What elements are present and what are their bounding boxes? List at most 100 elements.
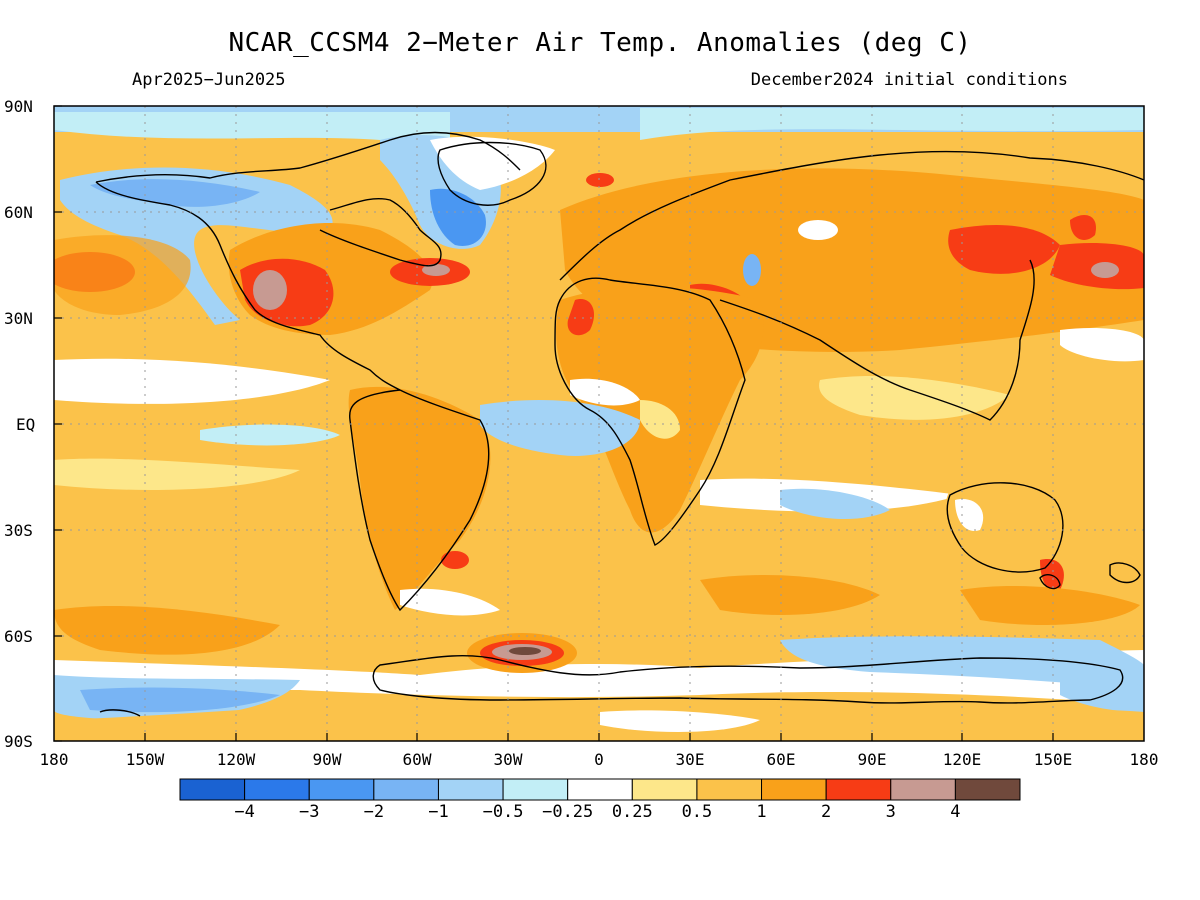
neutral-region	[600, 710, 760, 732]
lon-label-60e: 60E	[766, 750, 796, 769]
coastline-north-america-west	[95, 181, 401, 391]
colorbar-swatch	[244, 778, 310, 801]
colorbar-swatch	[890, 778, 956, 801]
lat-label-eq: EQ	[16, 415, 36, 434]
warm-anomaly-region	[54, 235, 191, 315]
colorbar-label: −3	[298, 802, 320, 822]
cool-anomaly-region	[780, 488, 890, 520]
extreme-anomaly-core	[509, 647, 541, 655]
colorbar-label: −4	[234, 802, 255, 822]
colorbar-swatch	[308, 778, 375, 801]
lon-label-150e: 150E	[1033, 750, 1073, 769]
coastline-australia	[946, 482, 1064, 573]
warm-anomaly-region	[54, 605, 280, 655]
cool-anomaly-region	[200, 424, 340, 446]
colorbar-label: −0.25	[542, 802, 594, 822]
lat-label-90n: 90N	[4, 97, 33, 116]
colorbar-label: 3	[885, 802, 896, 822]
neutral-region	[570, 378, 640, 406]
arctic-cool-zone	[54, 112, 450, 150]
coastline-south-america	[349, 389, 490, 612]
hot-anomaly-region	[586, 173, 614, 187]
neutral-region	[798, 220, 838, 240]
warm-anomaly-region	[944, 477, 1066, 574]
coastline-eurasia-north	[559, 150, 1144, 281]
neutral-region	[430, 136, 555, 190]
neutral-region	[400, 588, 500, 616]
coastline-new-zealand	[1109, 562, 1141, 584]
colorbar-swatch	[825, 778, 892, 801]
colorbar-label: 1	[756, 802, 767, 822]
hot-anomaly-region	[567, 299, 595, 336]
lon-label-90e: 90E	[857, 750, 887, 769]
lon-label-0: 0	[594, 750, 604, 769]
cool-anomaly-region	[743, 254, 761, 286]
colorbar-swatch	[631, 778, 698, 801]
lon-label-180e: 180	[1129, 750, 1159, 769]
coastline-africa	[554, 277, 746, 546]
colorbar-swatch	[567, 778, 633, 801]
mild-warm-region	[54, 458, 300, 490]
neutral-region	[54, 358, 330, 404]
colorbar-swatch	[179, 778, 246, 801]
colorbar-swatch	[502, 778, 569, 801]
extreme-anomaly-core	[1091, 262, 1119, 278]
lon-label-120w: 120W	[216, 750, 256, 769]
coastline-antarctica	[372, 655, 1124, 704]
hot-anomaly-region	[441, 551, 469, 569]
lon-label-180w: 180	[39, 750, 69, 769]
hot-anomaly-region	[948, 225, 1060, 274]
cool-anomaly-region	[80, 687, 280, 713]
cool-anomaly-region	[60, 167, 333, 325]
cool-anomaly-region	[480, 400, 640, 456]
coastline-asia-south	[719, 259, 1035, 421]
lon-label-30w: 30W	[493, 750, 523, 769]
colorbar-label: 4	[950, 802, 961, 822]
cool-anomaly-region	[1060, 678, 1144, 712]
colorbar-swatch	[696, 778, 763, 801]
extreme-anomaly-core	[253, 270, 287, 310]
lat-label-90s: 90S	[4, 732, 33, 751]
colorbar-swatch	[373, 778, 439, 801]
coastline-north-america-arctic	[95, 131, 521, 183]
mild-warm-region	[640, 400, 680, 439]
map-title: NCAR_CCSM4 2−Meter Air Temp. Anomalies (…	[228, 28, 972, 58]
cool-anomaly-region	[780, 636, 1144, 690]
lat-label-60s: 60S	[4, 627, 33, 646]
extreme-anomaly-core	[422, 264, 450, 276]
initial-conditions-label: December2024 initial conditions	[750, 70, 1068, 90]
colorbar-label: 0.25	[611, 802, 653, 822]
warm-anomaly-region	[700, 575, 880, 615]
lon-label-90w: 90W	[312, 750, 342, 769]
colorbar-label: −2	[363, 802, 385, 822]
anomaly-field	[54, 106, 1144, 741]
lon-label-150w: 150W	[125, 750, 165, 769]
hot-anomaly-region	[1070, 215, 1096, 240]
colorbar-swatch	[761, 778, 827, 801]
forecast-period: Apr2025−Jun2025	[132, 70, 286, 90]
colorbar-label: 0.5	[681, 802, 713, 822]
warm-anomaly-region	[960, 585, 1140, 625]
colorbar-label: −0.5	[482, 802, 524, 822]
cool-anomaly-region	[90, 179, 260, 207]
neutral-region	[1060, 328, 1144, 362]
arctic-cool-zone-east	[640, 108, 1144, 140]
colorbar	[179, 778, 1021, 801]
coastline-greenland	[437, 141, 547, 206]
axis-ticks	[54, 105, 1054, 742]
lat-label-60n: 60N	[4, 203, 33, 222]
coastline-antarctic-peninsula-west	[99, 709, 141, 717]
lon-label-120e: 120E	[942, 750, 982, 769]
lat-label-30s: 30S	[4, 521, 33, 540]
coastlines	[95, 131, 1144, 717]
lon-label-30e: 30E	[675, 750, 705, 769]
warm-anomaly-region	[348, 386, 491, 610]
colorbar-swatch	[437, 778, 504, 801]
coastline-tasmania	[1039, 573, 1061, 590]
colorbar-label: 2	[821, 802, 832, 822]
colorbar-label: −1	[428, 802, 449, 822]
graticule	[54, 106, 1144, 741]
coastline-hudson-bay	[319, 198, 442, 267]
lat-label-30n: 30N	[4, 309, 33, 328]
